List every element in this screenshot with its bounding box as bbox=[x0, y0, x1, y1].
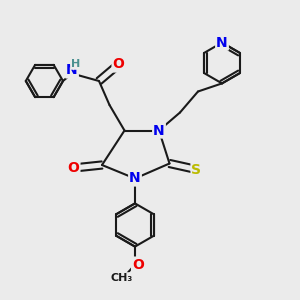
Text: N: N bbox=[153, 124, 165, 137]
Text: CH₃: CH₃ bbox=[110, 273, 133, 283]
Text: N: N bbox=[216, 36, 228, 50]
Text: O: O bbox=[112, 58, 124, 71]
Text: S: S bbox=[191, 163, 202, 176]
Text: N: N bbox=[129, 172, 141, 185]
Text: H: H bbox=[71, 59, 80, 69]
Text: N: N bbox=[66, 64, 78, 77]
Text: O: O bbox=[132, 258, 144, 272]
Text: O: O bbox=[68, 161, 80, 175]
